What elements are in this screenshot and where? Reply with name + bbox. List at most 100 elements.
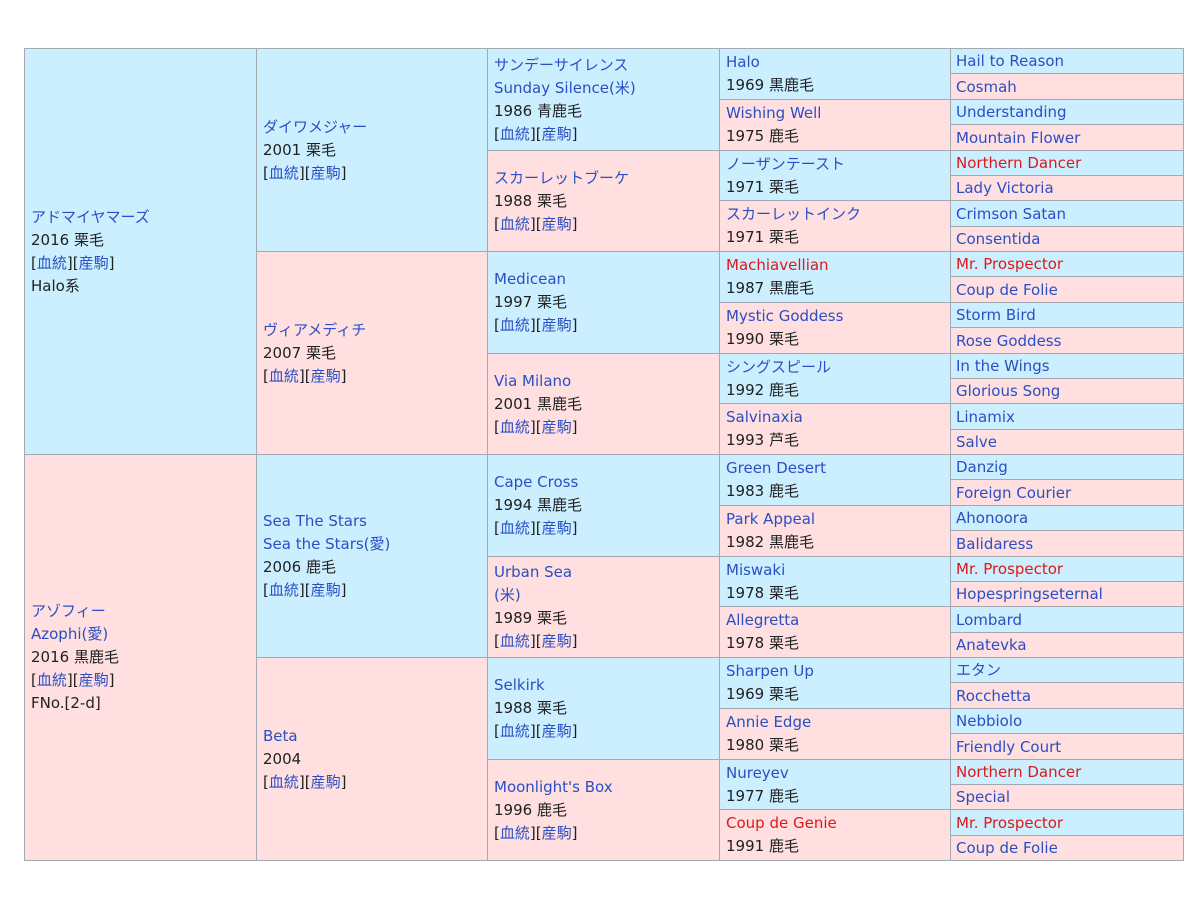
- offspring-link[interactable]: 産駒: [541, 722, 572, 740]
- pedigree-cell-ggg-grandparent-27: Nebbiolo: [950, 708, 1184, 734]
- pedigree-link[interactable]: 血統: [499, 214, 530, 233]
- horse-name-link[interactable]: Balidaress: [956, 534, 1034, 553]
- horse-name-link[interactable]: Miswaki: [726, 560, 786, 579]
- horse-name-link[interactable]: Coup de Folie: [956, 839, 1058, 857]
- horse-name-link[interactable]: Beta: [263, 726, 298, 745]
- horse-name-link[interactable]: アドマイヤマーズ: [31, 207, 150, 226]
- horse-name-link[interactable]: Hail to Reason: [956, 52, 1065, 70]
- inbreeding-horse-link[interactable]: Mr. Prospector: [956, 560, 1064, 578]
- offspring-link[interactable]: 産駒: [541, 519, 572, 537]
- pedigree-link[interactable]: 血統: [499, 823, 530, 842]
- pedigree-link[interactable]: 血統: [499, 417, 530, 436]
- pedigree-link[interactable]: 血統: [36, 253, 67, 272]
- pedigree-link[interactable]: 血統: [268, 366, 299, 385]
- horse-name-link[interactable]: Cosmah: [956, 77, 1017, 96]
- horse-name-link[interactable]: Sea The Stars: [263, 512, 367, 530]
- offspring-link[interactable]: 産駒: [541, 316, 572, 334]
- offspring-link[interactable]: 産駒: [541, 124, 572, 143]
- horse-name-link[interactable]: Linamix: [956, 407, 1015, 426]
- pedigree-link[interactable]: 血統: [499, 519, 530, 537]
- horse-name-link[interactable]: Friendly Court: [956, 737, 1062, 756]
- horse-name-link[interactable]: ヴィアメディチ: [263, 320, 367, 339]
- horse-name-link[interactable]: Glorious Song: [956, 382, 1061, 400]
- horse-detail: 2004: [263, 749, 302, 768]
- pedigree-link[interactable]: 血統: [268, 772, 299, 791]
- horse-name-link[interactable]: Coup de Folie: [956, 280, 1058, 299]
- horse-name-link[interactable]: Salvinaxia: [726, 408, 803, 426]
- horse-name-link[interactable]: Halo: [726, 53, 760, 71]
- horse-name-link[interactable]: Moonlight's Box: [494, 777, 613, 796]
- horse-name-link[interactable]: エタン: [956, 661, 1002, 679]
- horse-name-link[interactable]: Ahonoora: [956, 509, 1029, 527]
- horse-name-link[interactable]: スカーレットブーケ: [494, 168, 630, 187]
- horse-name-link[interactable]: ノーザンテースト: [726, 154, 845, 173]
- horse-name-link[interactable]: Green Desert: [726, 459, 827, 477]
- horse-name-link[interactable]: Lady Victoria: [956, 179, 1054, 197]
- horse-name-link[interactable]: Rocchetta: [956, 686, 1032, 705]
- horse-name-link[interactable]: Medicean: [494, 270, 567, 288]
- offspring-link[interactable]: 産駒: [310, 772, 341, 791]
- horse-name-link[interactable]: Wishing Well: [726, 104, 822, 122]
- horse-name-link[interactable]: Understanding: [956, 103, 1067, 121]
- offspring-link[interactable]: 産駒: [541, 632, 572, 650]
- inbreeding-horse-link[interactable]: Mr. Prospector: [956, 813, 1064, 832]
- offspring-link[interactable]: 産駒: [78, 253, 109, 272]
- inbreeding-horse-link[interactable]: Machiavellian: [726, 256, 829, 274]
- horse-name-link[interactable]: Sea the Stars(愛): [263, 535, 391, 553]
- horse-name-link[interactable]: シングスピール: [726, 357, 832, 376]
- horse-name-link[interactable]: Nebbiolo: [956, 712, 1023, 730]
- horse-name-link[interactable]: (米): [494, 586, 521, 604]
- horse-name-link[interactable]: Nureyev: [726, 763, 789, 782]
- offspring-link[interactable]: 産駒: [541, 214, 572, 233]
- horse-name-link[interactable]: Consentida: [956, 230, 1041, 248]
- horse-name-link[interactable]: Selkirk: [494, 676, 545, 694]
- pedigree-link[interactable]: 血統: [499, 722, 530, 740]
- horse-name-link[interactable]: Azophi(愛): [31, 625, 109, 643]
- horse-name-link[interactable]: In the Wings: [956, 357, 1050, 375]
- horse-detail: 2001 栗毛: [263, 140, 336, 159]
- offspring-link[interactable]: 産駒: [541, 823, 572, 842]
- bracket: [: [494, 519, 500, 537]
- horse-name-link[interactable]: スカーレットインク: [726, 205, 862, 223]
- horse-name-link[interactable]: Sharpen Up: [726, 662, 814, 680]
- inbreeding-horse-link[interactable]: Northern Dancer: [956, 154, 1082, 172]
- horse-name-link[interactable]: Annie Edge: [726, 713, 812, 731]
- horse-name-link[interactable]: アゾフィー: [31, 602, 106, 620]
- offspring-link[interactable]: 産駒: [541, 417, 572, 436]
- horse-name-link[interactable]: Foreign Courier: [956, 483, 1072, 502]
- offspring-link[interactable]: 産駒: [310, 366, 341, 385]
- horse-name-link[interactable]: Anatevka: [956, 636, 1027, 654]
- inbreeding-horse-link[interactable]: Northern Dancer: [956, 763, 1082, 781]
- horse-name-link[interactable]: Allegretta: [726, 611, 800, 629]
- horse-name-link[interactable]: Mountain Flower: [956, 128, 1081, 147]
- horse-name-link[interactable]: Salve: [956, 433, 997, 451]
- horse-name-link[interactable]: Cape Cross: [494, 473, 579, 491]
- pedigree-link[interactable]: 血統: [268, 581, 299, 599]
- horse-name-link[interactable]: Sunday Silence(米): [494, 78, 636, 97]
- horse-name-link[interactable]: Hopespringseternal: [956, 585, 1103, 603]
- pedigree-link[interactable]: 血統: [499, 632, 530, 650]
- horse-name-link[interactable]: Park Appeal: [726, 510, 816, 528]
- pedigree-link[interactable]: 血統: [36, 671, 67, 689]
- pedigree-link[interactable]: 血統: [499, 316, 530, 334]
- offspring-link[interactable]: 産駒: [310, 581, 341, 599]
- offspring-link[interactable]: 産駒: [310, 163, 341, 182]
- horse-name-link[interactable]: Storm Bird: [956, 306, 1036, 324]
- horse-name-link[interactable]: Urban Sea: [494, 563, 573, 581]
- horse-name-link[interactable]: Mystic Goddess: [726, 307, 844, 325]
- horse-name-link[interactable]: サンデーサイレンス: [494, 55, 629, 74]
- pedigree-cell-gg-grandparent-6: Mystic Goddess 1990 栗毛: [719, 302, 952, 354]
- horse-name-link[interactable]: Lombard: [956, 610, 1023, 629]
- horse-name-link[interactable]: ダイワメジャー: [263, 117, 368, 136]
- horse-name-link[interactable]: Special: [956, 788, 1011, 806]
- inbreeding-horse-link[interactable]: Mr. Prospector: [956, 255, 1064, 273]
- horse-name-link[interactable]: Via Milano: [494, 371, 572, 390]
- horse-name-link[interactable]: Crimson Satan: [956, 204, 1066, 223]
- pedigree-link[interactable]: 血統: [268, 163, 299, 182]
- horse-name-link[interactable]: Danzig: [956, 458, 1008, 476]
- offspring-link[interactable]: 産駒: [78, 671, 109, 689]
- horse-detail: 1993 芦毛: [726, 431, 799, 449]
- horse-name-link[interactable]: Rose Goddess: [956, 331, 1062, 350]
- inbreeding-horse-link[interactable]: Coup de Genie: [726, 814, 837, 832]
- pedigree-link[interactable]: 血統: [499, 124, 530, 143]
